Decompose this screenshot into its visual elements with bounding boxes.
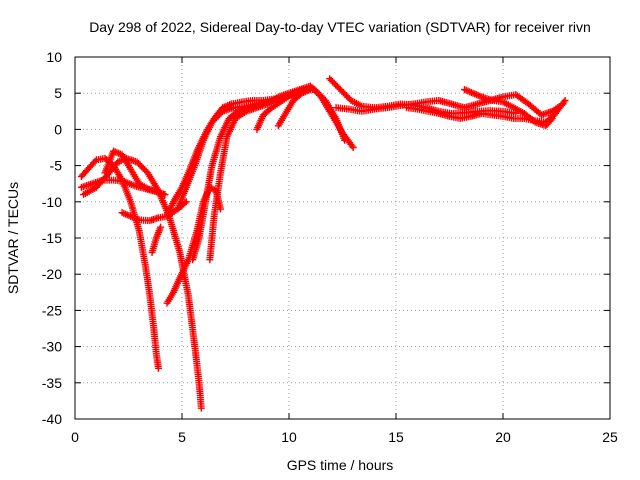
- y-tick-label: -35: [42, 375, 62, 391]
- data-point: [560, 98, 568, 106]
- series-track-1: [77, 154, 162, 372]
- y-tick-label: -10: [42, 194, 62, 210]
- data-point: [332, 81, 340, 89]
- series-track-12: [253, 86, 349, 144]
- x-tick-label: 20: [495, 429, 511, 445]
- x-tick-label: 5: [178, 429, 186, 445]
- series-track-15: [332, 91, 567, 119]
- y-axis-label: SDTVAR / TECUs: [5, 182, 21, 294]
- data-point: [214, 112, 222, 120]
- data-point: [217, 205, 225, 213]
- data-point: [341, 136, 349, 144]
- data-point: [327, 76, 335, 84]
- y-tick-label: 0: [54, 121, 62, 137]
- data-point: [139, 164, 147, 172]
- data-point: [317, 92, 325, 100]
- y-tick-label: -5: [50, 158, 63, 174]
- data-point: [211, 115, 219, 123]
- data-point: [349, 144, 357, 151]
- x-tick-label: 10: [281, 429, 297, 445]
- data-point: [318, 93, 326, 101]
- data-point: [306, 86, 314, 94]
- data-point: [197, 404, 205, 412]
- data-point: [312, 87, 320, 95]
- y-tick-label: -25: [42, 302, 62, 318]
- data-point: [548, 115, 556, 123]
- data-point: [135, 160, 143, 168]
- data-point: [339, 89, 347, 97]
- series-track-4: [101, 147, 169, 199]
- data-point: [314, 89, 322, 97]
- series-track-6: [148, 223, 165, 256]
- data-point: [330, 79, 338, 87]
- x-tick-label: 0: [71, 429, 79, 445]
- tick-marks: [74, 56, 611, 420]
- series-track-13: [274, 86, 314, 130]
- data-point: [209, 117, 217, 125]
- x-tick-labels: 0 5 10 15 20 25: [71, 429, 618, 445]
- data-point: [157, 223, 165, 231]
- series-track-9: [174, 89, 299, 213]
- data-point: [161, 191, 169, 199]
- chart-title: Day 298 of 2022, Sidereal Day-to-day VTE…: [89, 19, 591, 35]
- data-point: [547, 116, 555, 124]
- data-point: [213, 114, 221, 122]
- data-point: [336, 86, 344, 94]
- data-point: [348, 142, 356, 150]
- y-tick-label: -20: [42, 266, 62, 282]
- data-point: [138, 163, 146, 171]
- data-point: [335, 84, 343, 92]
- x-tick-label: 15: [388, 429, 404, 445]
- series-track-3: [80, 154, 205, 412]
- y-tick-label: 10: [46, 49, 62, 65]
- y-tick-labels: -40 -35 -30 -25 -20 -15 -10 -5 0 5 10: [42, 49, 62, 427]
- data-point: [216, 110, 224, 118]
- data-point: [333, 82, 341, 90]
- y-tick-label: 5: [54, 85, 62, 101]
- data-point: [136, 161, 144, 169]
- data-point: [208, 118, 216, 126]
- data-point: [344, 93, 352, 101]
- x-tick-label: 25: [602, 429, 618, 445]
- data-point: [141, 166, 149, 174]
- data-point: [342, 92, 350, 100]
- data-point: [315, 90, 323, 98]
- series-track-17: [460, 86, 556, 130]
- data-point: [338, 87, 346, 95]
- series-track-10: [189, 102, 261, 264]
- y-tick-label: -15: [42, 230, 62, 246]
- data-point: [561, 96, 569, 104]
- data-point: [326, 75, 334, 83]
- x-axis-label: GPS time / hours: [287, 457, 394, 473]
- data-point: [341, 90, 349, 98]
- data-point: [329, 78, 337, 86]
- data-point: [91, 157, 99, 165]
- data-point: [154, 364, 162, 372]
- y-tick-label: -40: [42, 411, 62, 427]
- series-layer: [77, 75, 569, 412]
- y-tick-label: -30: [42, 339, 62, 355]
- data-point: [133, 158, 141, 166]
